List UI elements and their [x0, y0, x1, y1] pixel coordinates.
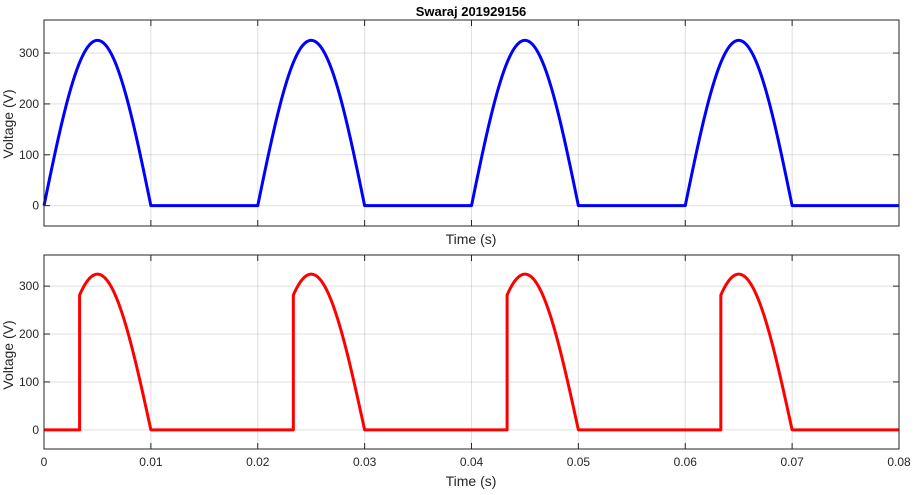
top-y-axis-label: Voltage (V): [0, 89, 16, 158]
y-tick-label: 100: [19, 375, 39, 389]
y-tick-label: 0: [32, 423, 39, 437]
x-tick-label: 0: [41, 455, 48, 469]
y-tick-label: 200: [19, 327, 39, 341]
bottom-y-axis-label: Voltage (V): [0, 320, 16, 389]
axes-box: [43, 19, 900, 227]
axes-box: [43, 254, 900, 450]
x-tick-label: 0.08: [887, 455, 911, 469]
x-tick-label: 0.07: [780, 455, 804, 469]
x-tick-label: 0.06: [674, 455, 698, 469]
figure-title: Swaraj 201929156: [416, 4, 527, 19]
y-tick-label: 200: [19, 97, 39, 111]
bottom-x-axis-label: Time (s): [446, 473, 497, 489]
series-line: [42, 38, 900, 208]
axes-bottom: Time (s) Voltage (V) 0 100 200 300 0 0.01 0.02…: [0, 254, 911, 489]
y-tick-label: 100: [19, 148, 39, 162]
series-line: [43, 272, 900, 432]
y-tick-label: 0: [32, 199, 39, 213]
x-tick-label: 0.04: [460, 455, 484, 469]
x-tick-label: 0.02: [246, 455, 270, 469]
x-tick-label: 0.03: [353, 455, 377, 469]
y-tick-label: 300: [19, 46, 39, 60]
x-tick-label: 0.01: [139, 455, 163, 469]
plot-area: [44, 20, 899, 226]
axes-top: Time (s) Voltage (V) 0 100 200 300: [0, 19, 900, 247]
y-tick-label: 300: [19, 279, 39, 293]
top-x-axis-label: Time (s): [446, 231, 497, 247]
x-tick-label: 0.05: [567, 455, 591, 469]
plot-area: [44, 255, 899, 449]
